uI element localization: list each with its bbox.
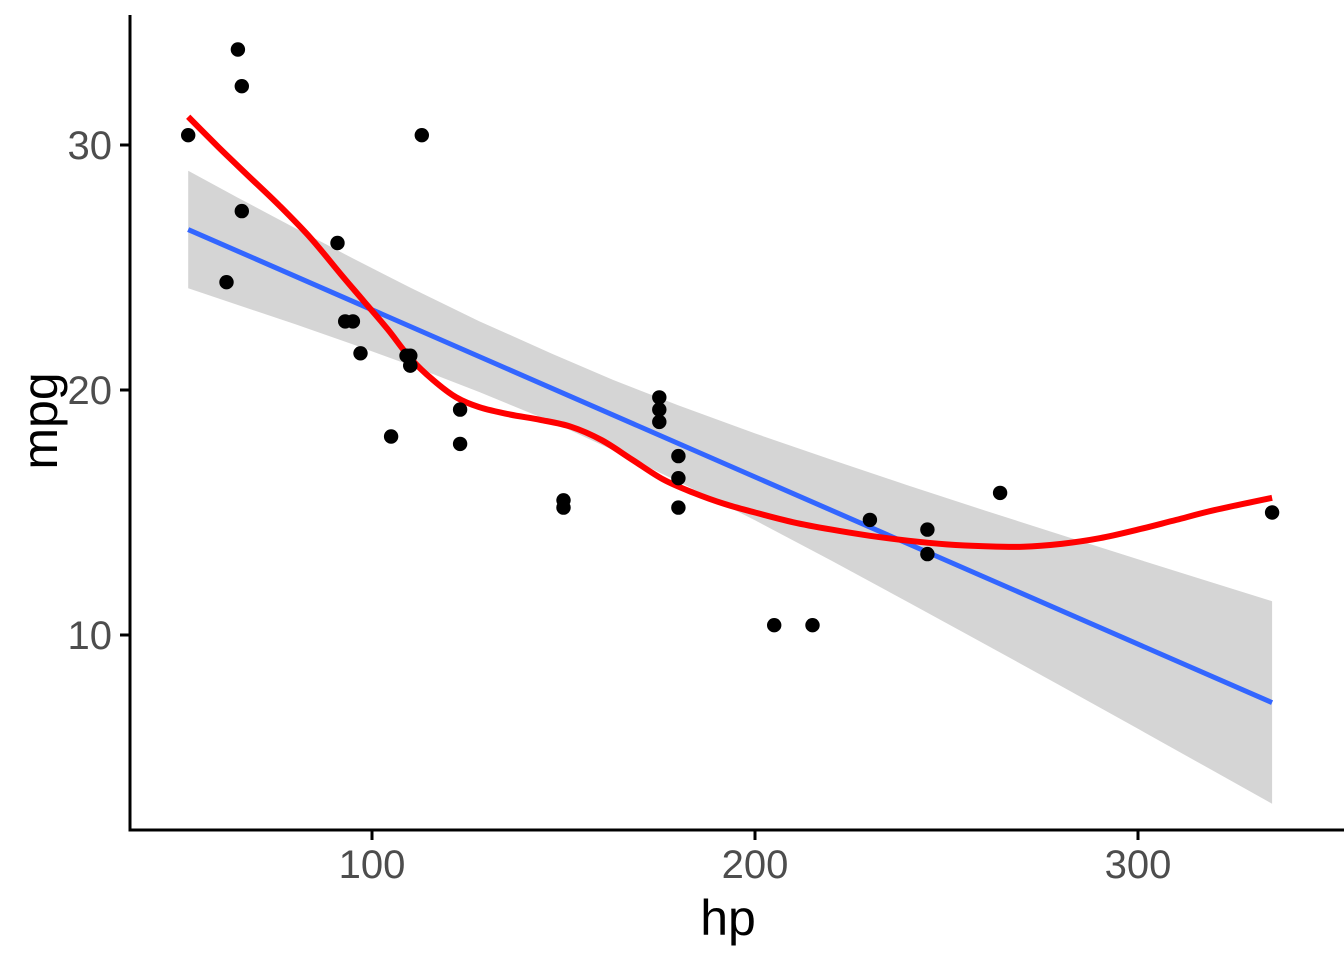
data-point [230,42,246,57]
x-axis-title: hp [700,890,756,946]
ci-ribbon [188,170,1273,804]
data-point [219,275,234,290]
data-point [671,500,686,515]
data-point [805,618,820,633]
data-point [671,448,686,464]
data-point [992,485,1008,501]
data-point [353,346,368,361]
data-point [345,314,361,329]
lm-fit-line [187,227,1274,705]
x-tick-label: 100 [339,843,406,887]
x-tick-label: 300 [1105,843,1172,887]
data-point [1264,505,1280,520]
data-point [181,128,196,143]
data-point [399,348,414,363]
data-point [652,390,667,405]
loess-fit-line [186,114,1273,550]
y-tick-label: 10 [68,614,113,658]
data-point [920,522,935,537]
data-point [452,402,468,417]
data-point [556,500,571,515]
data-point [862,512,878,528]
y-axis-title: mpg [12,372,68,470]
data-point [652,414,667,430]
y-tick-label: 30 [68,124,113,168]
data-point [330,235,345,251]
y-tick-label: 20 [68,369,113,413]
data-point [234,79,249,94]
data-point [234,203,249,219]
data-point [414,128,429,143]
data-points [181,42,1280,633]
data-point [671,471,686,486]
data-point [652,402,667,417]
data-point [452,436,468,452]
x-tick-label: 200 [722,843,789,887]
data-point [383,429,399,444]
data-point [767,618,782,633]
data-point [920,546,935,562]
